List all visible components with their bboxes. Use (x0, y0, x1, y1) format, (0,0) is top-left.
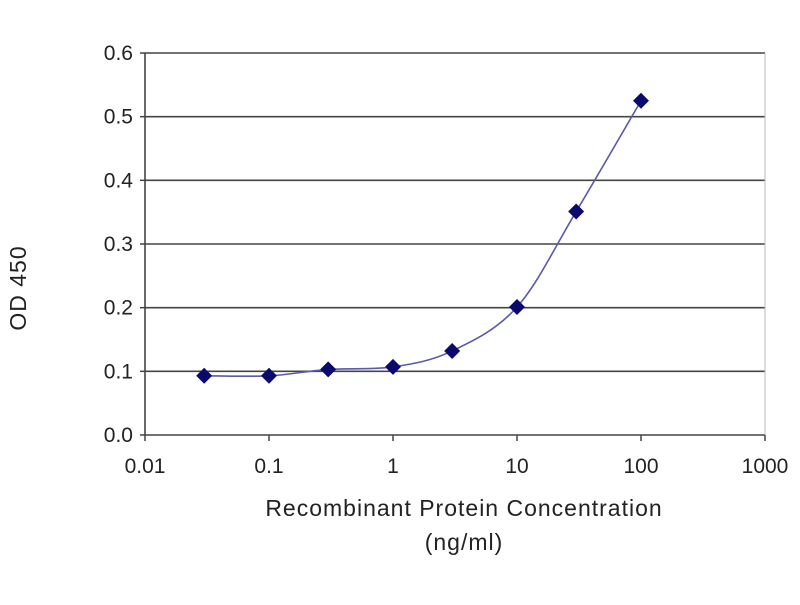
data-point-marker (444, 342, 461, 359)
y-tick-labels: 0.0 0.1 0.2 0.3 0.4 0.5 0.6 (104, 42, 134, 447)
series-line (204, 100, 642, 378)
x-axis-label: Recombinant Protein Concentration (265, 495, 662, 521)
x-tick-label: 0.1 (254, 455, 283, 478)
data-point-marker (385, 358, 401, 375)
x-tick-label: 1 (387, 455, 399, 478)
y-tick-label: 0.4 (104, 169, 134, 192)
x-axis-unit: (ng/ml) (425, 529, 504, 555)
data-point-marker (568, 203, 585, 220)
data-point-marker (320, 361, 337, 378)
x-tick-label: 1000 (742, 455, 789, 478)
x-tick-label: 10 (505, 455, 528, 478)
y-tick-label: 0.3 (104, 233, 133, 256)
y-tick-label: 0.6 (104, 42, 133, 65)
data-points (196, 92, 649, 384)
x-tick-labels: 0.01 0.1 1 10 100 1000 (125, 455, 789, 478)
gridlines (145, 52, 765, 373)
data-point-marker (633, 92, 649, 109)
axes (140, 52, 766, 441)
data-point-marker (261, 367, 277, 384)
data-point-marker (196, 367, 213, 384)
y-tick-label: 0.2 (104, 297, 133, 320)
y-tick-label: 0.5 (104, 106, 133, 129)
y-tick-label: 0.0 (104, 424, 133, 447)
x-tick-label: 0.01 (125, 455, 166, 478)
x-tick-label: 100 (623, 455, 658, 478)
data-point-marker (509, 299, 525, 316)
y-axis-label: OD 450 (5, 245, 31, 330)
y-tick-label: 0.1 (104, 360, 133, 383)
